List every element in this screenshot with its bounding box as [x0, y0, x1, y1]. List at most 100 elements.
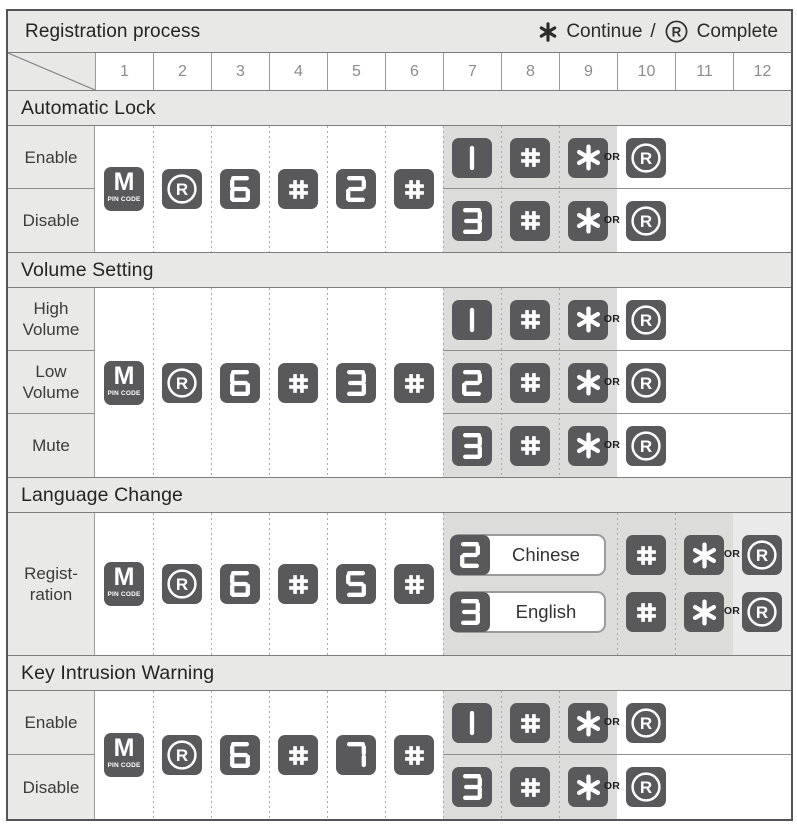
- row-label-high-volume: High Volume: [8, 288, 95, 351]
- asterisk-icon: [692, 542, 716, 568]
- registration-process-table: Registration process Continue / R Comple…: [6, 9, 793, 821]
- key-digit-2: [336, 169, 376, 209]
- hash-icon: [288, 574, 308, 594]
- digit-6-icon: [230, 176, 250, 202]
- legend-separator: /: [650, 20, 656, 42]
- key-hash: [510, 200, 550, 241]
- key-register-r: R: [626, 425, 666, 466]
- digit-2-icon: [462, 369, 482, 396]
- key-digit-6: [220, 564, 260, 604]
- svg-text:R: R: [756, 546, 768, 565]
- step-number-7: 7: [443, 53, 501, 90]
- column-separator: [443, 288, 444, 477]
- section-title: Automatic Lock: [21, 96, 156, 119]
- step-number-5: 5: [327, 53, 385, 90]
- column-separator: [675, 513, 676, 655]
- row-label-mute: Mute: [8, 414, 95, 477]
- hash-icon: [404, 574, 424, 594]
- digit-6-icon: [230, 742, 250, 768]
- svg-text:R: R: [640, 311, 652, 330]
- column-separator: [559, 288, 560, 477]
- key-digit-1: [452, 703, 492, 743]
- column-separator: [153, 513, 154, 655]
- key-asterisk: [568, 703, 608, 743]
- key-register-r: R: [162, 363, 202, 403]
- row-divider: [443, 350, 791, 351]
- sections-container: Automatic Lock M PIN CODE R Enable OR R Disable…: [8, 90, 791, 819]
- key-m-pin-code: M PIN CODE: [104, 562, 144, 606]
- column-separator: [443, 126, 444, 252]
- hash-icon: [288, 373, 308, 393]
- key-asterisk: [684, 535, 724, 575]
- asterisk-icon: [576, 306, 600, 333]
- key-hash: [510, 767, 550, 807]
- step-number-11: 11: [675, 53, 733, 90]
- key-hash: [394, 564, 434, 604]
- column-separator: [385, 288, 386, 477]
- column-separator: [211, 288, 212, 477]
- column-separator: [269, 126, 270, 252]
- digit-5-icon: [346, 571, 366, 597]
- key-hash: [510, 425, 550, 466]
- key-digit-1: [452, 137, 492, 178]
- or-label: OR: [603, 438, 621, 451]
- svg-text:R: R: [176, 575, 188, 594]
- asterisk-icon: [576, 710, 600, 736]
- hash-icon: [636, 602, 656, 622]
- digit-3-icon: [463, 774, 482, 800]
- m-key-label: M: [113, 362, 135, 390]
- row-label-disable: Disable: [8, 189, 95, 252]
- step-number-4: 4: [269, 53, 327, 90]
- asterisk-icon: [576, 144, 600, 171]
- svg-text:R: R: [640, 714, 652, 733]
- row-label-enable: Enable: [8, 691, 95, 755]
- key-digit-6: [220, 735, 260, 775]
- key-hash: [278, 363, 318, 403]
- key-hash: [626, 535, 666, 575]
- column-separator: [385, 691, 386, 819]
- hash-icon: [520, 211, 540, 230]
- step-number-2: 2: [153, 53, 211, 90]
- key-hash: [510, 137, 550, 178]
- section-title: Language Change: [21, 483, 183, 506]
- svg-text:R: R: [756, 603, 768, 622]
- column-separator: [153, 288, 154, 477]
- section-rows-automatic-lock: M PIN CODE R Enable OR R Disable OR R: [8, 126, 791, 252]
- circled-r-icon: R: [631, 142, 661, 173]
- continue-label: Continue: [566, 20, 643, 42]
- hash-icon: [404, 745, 424, 765]
- complete-r-icon: R: [665, 20, 688, 43]
- diagonal-corner-cell: [8, 53, 95, 90]
- digit-1-icon: [469, 145, 475, 170]
- hash-icon: [636, 545, 656, 565]
- row-label-low-volume: Low Volume: [8, 351, 95, 414]
- hash-icon: [288, 745, 308, 765]
- svg-text:R: R: [640, 149, 652, 168]
- section-header-key-intrusion-warning: Key Intrusion Warning: [8, 655, 791, 691]
- circled-r-icon: R: [631, 708, 661, 738]
- key-asterisk: [684, 592, 724, 632]
- key-register-r: R: [626, 137, 666, 178]
- step-number-9: 9: [559, 53, 617, 90]
- column-separator: [153, 691, 154, 819]
- key-register-r: R: [626, 767, 666, 807]
- or-label: OR: [603, 213, 621, 226]
- column-separator: [211, 691, 212, 819]
- key-digit-3: [452, 200, 492, 241]
- column-separator: [269, 513, 270, 655]
- row-divider: [443, 413, 791, 414]
- key-digit-6: [220, 169, 260, 209]
- or-label: OR: [603, 375, 621, 388]
- key-register-r: R: [626, 362, 666, 403]
- svg-text:R: R: [176, 374, 188, 393]
- key-m-pin-code: M PIN CODE: [104, 733, 144, 777]
- step-number-3: 3: [211, 53, 269, 90]
- column-separator: [269, 691, 270, 819]
- m-key-label: M: [113, 734, 135, 762]
- circled-r-icon: R: [167, 569, 197, 599]
- digit-6-icon: [230, 370, 250, 396]
- circled-r-icon: R: [747, 540, 777, 570]
- column-separator: [501, 288, 502, 477]
- key-asterisk: [568, 137, 608, 178]
